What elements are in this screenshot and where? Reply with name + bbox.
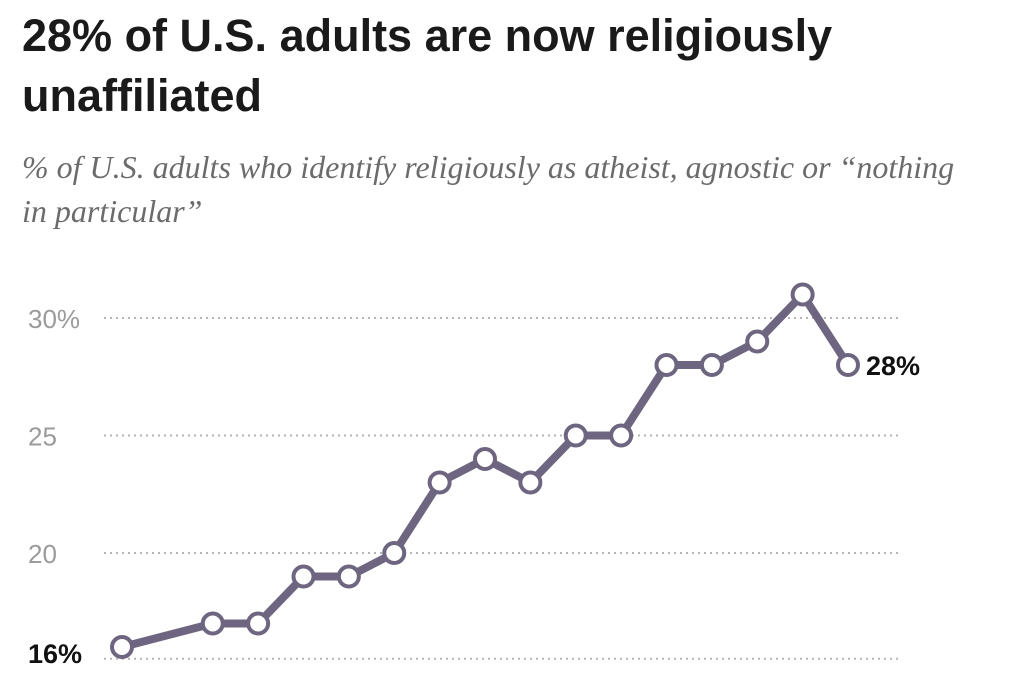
data-point <box>609 423 634 448</box>
data-point <box>745 329 770 354</box>
data-point <box>200 611 225 636</box>
data-point <box>336 564 361 589</box>
data-point <box>427 470 452 495</box>
data-point <box>699 353 724 377</box>
chart-title: 28% of U.S. adults are now religiously u… <box>22 10 833 121</box>
data-point <box>246 611 271 636</box>
y-tick-label: 30% <box>28 304 80 334</box>
data-point <box>790 282 815 307</box>
start-value-label: 16% <box>28 639 82 669</box>
data-point <box>473 447 497 471</box>
y-tick-label: 20 <box>28 539 57 569</box>
series-line <box>118 290 852 651</box>
gridlines <box>104 317 902 660</box>
y-tick-label: 25 <box>28 422 57 452</box>
y-axis-tick-labels: 30% 25 20 <box>28 304 80 569</box>
data-point <box>563 423 588 448</box>
data-point <box>836 353 860 377</box>
end-value-label: 28% <box>866 351 920 381</box>
chart-subtitle: % of U.S. adults who identify religiousl… <box>22 149 955 229</box>
data-point <box>291 564 316 589</box>
data-point <box>518 470 543 495</box>
data-point <box>382 541 407 565</box>
data-point <box>654 353 679 377</box>
data-point <box>110 635 134 659</box>
data-points <box>110 282 860 659</box>
